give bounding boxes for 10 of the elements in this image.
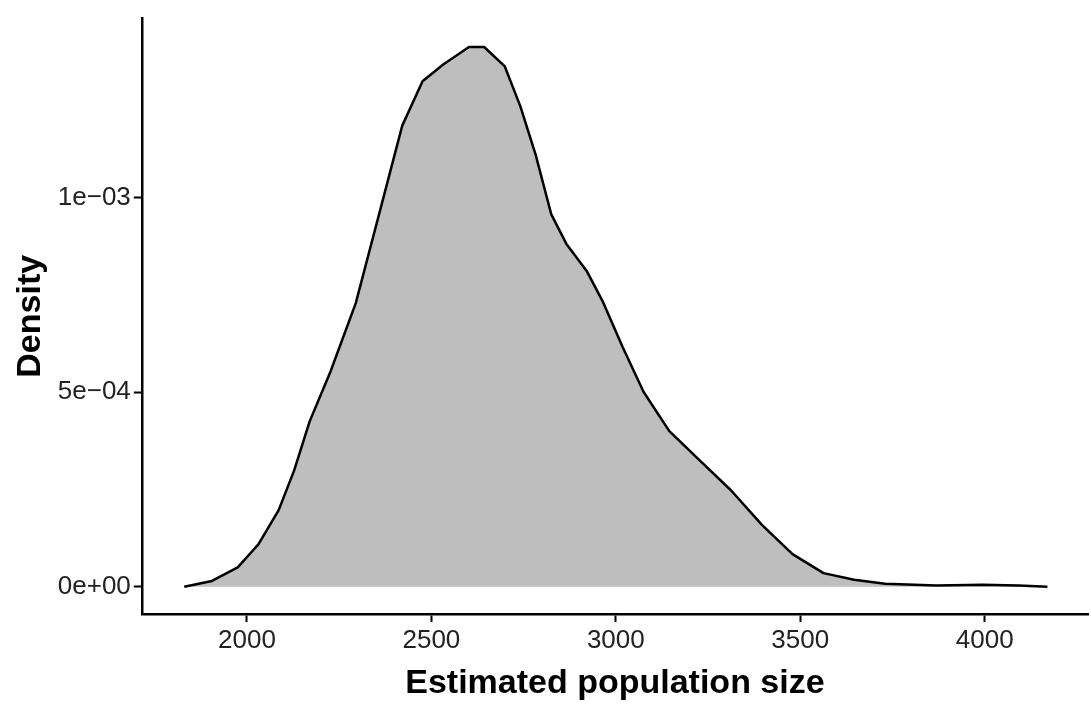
x-tick-label: 2500 <box>402 623 461 654</box>
x-tick-label: 3000 <box>586 623 645 654</box>
x-tick-label: 3500 <box>771 623 830 654</box>
y-tick-label: 0e+00 <box>57 569 131 600</box>
y-tick-label: 5e−04 <box>57 375 131 406</box>
x-tick-label: 4000 <box>955 623 1014 654</box>
x-axis-title: Estimated population size <box>405 661 825 700</box>
y-axis-title: Density <box>8 254 47 378</box>
x-tick-label: 2000 <box>218 623 276 654</box>
y-tick-label: 1e−03 <box>57 180 131 211</box>
